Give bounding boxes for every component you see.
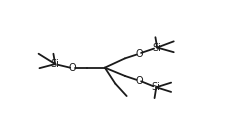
Text: Si: Si [153,43,162,53]
Text: O: O [69,63,76,73]
Text: O: O [135,49,143,59]
Text: Si: Si [152,82,161,92]
Text: O: O [135,76,143,86]
Text: Si: Si [51,59,60,69]
